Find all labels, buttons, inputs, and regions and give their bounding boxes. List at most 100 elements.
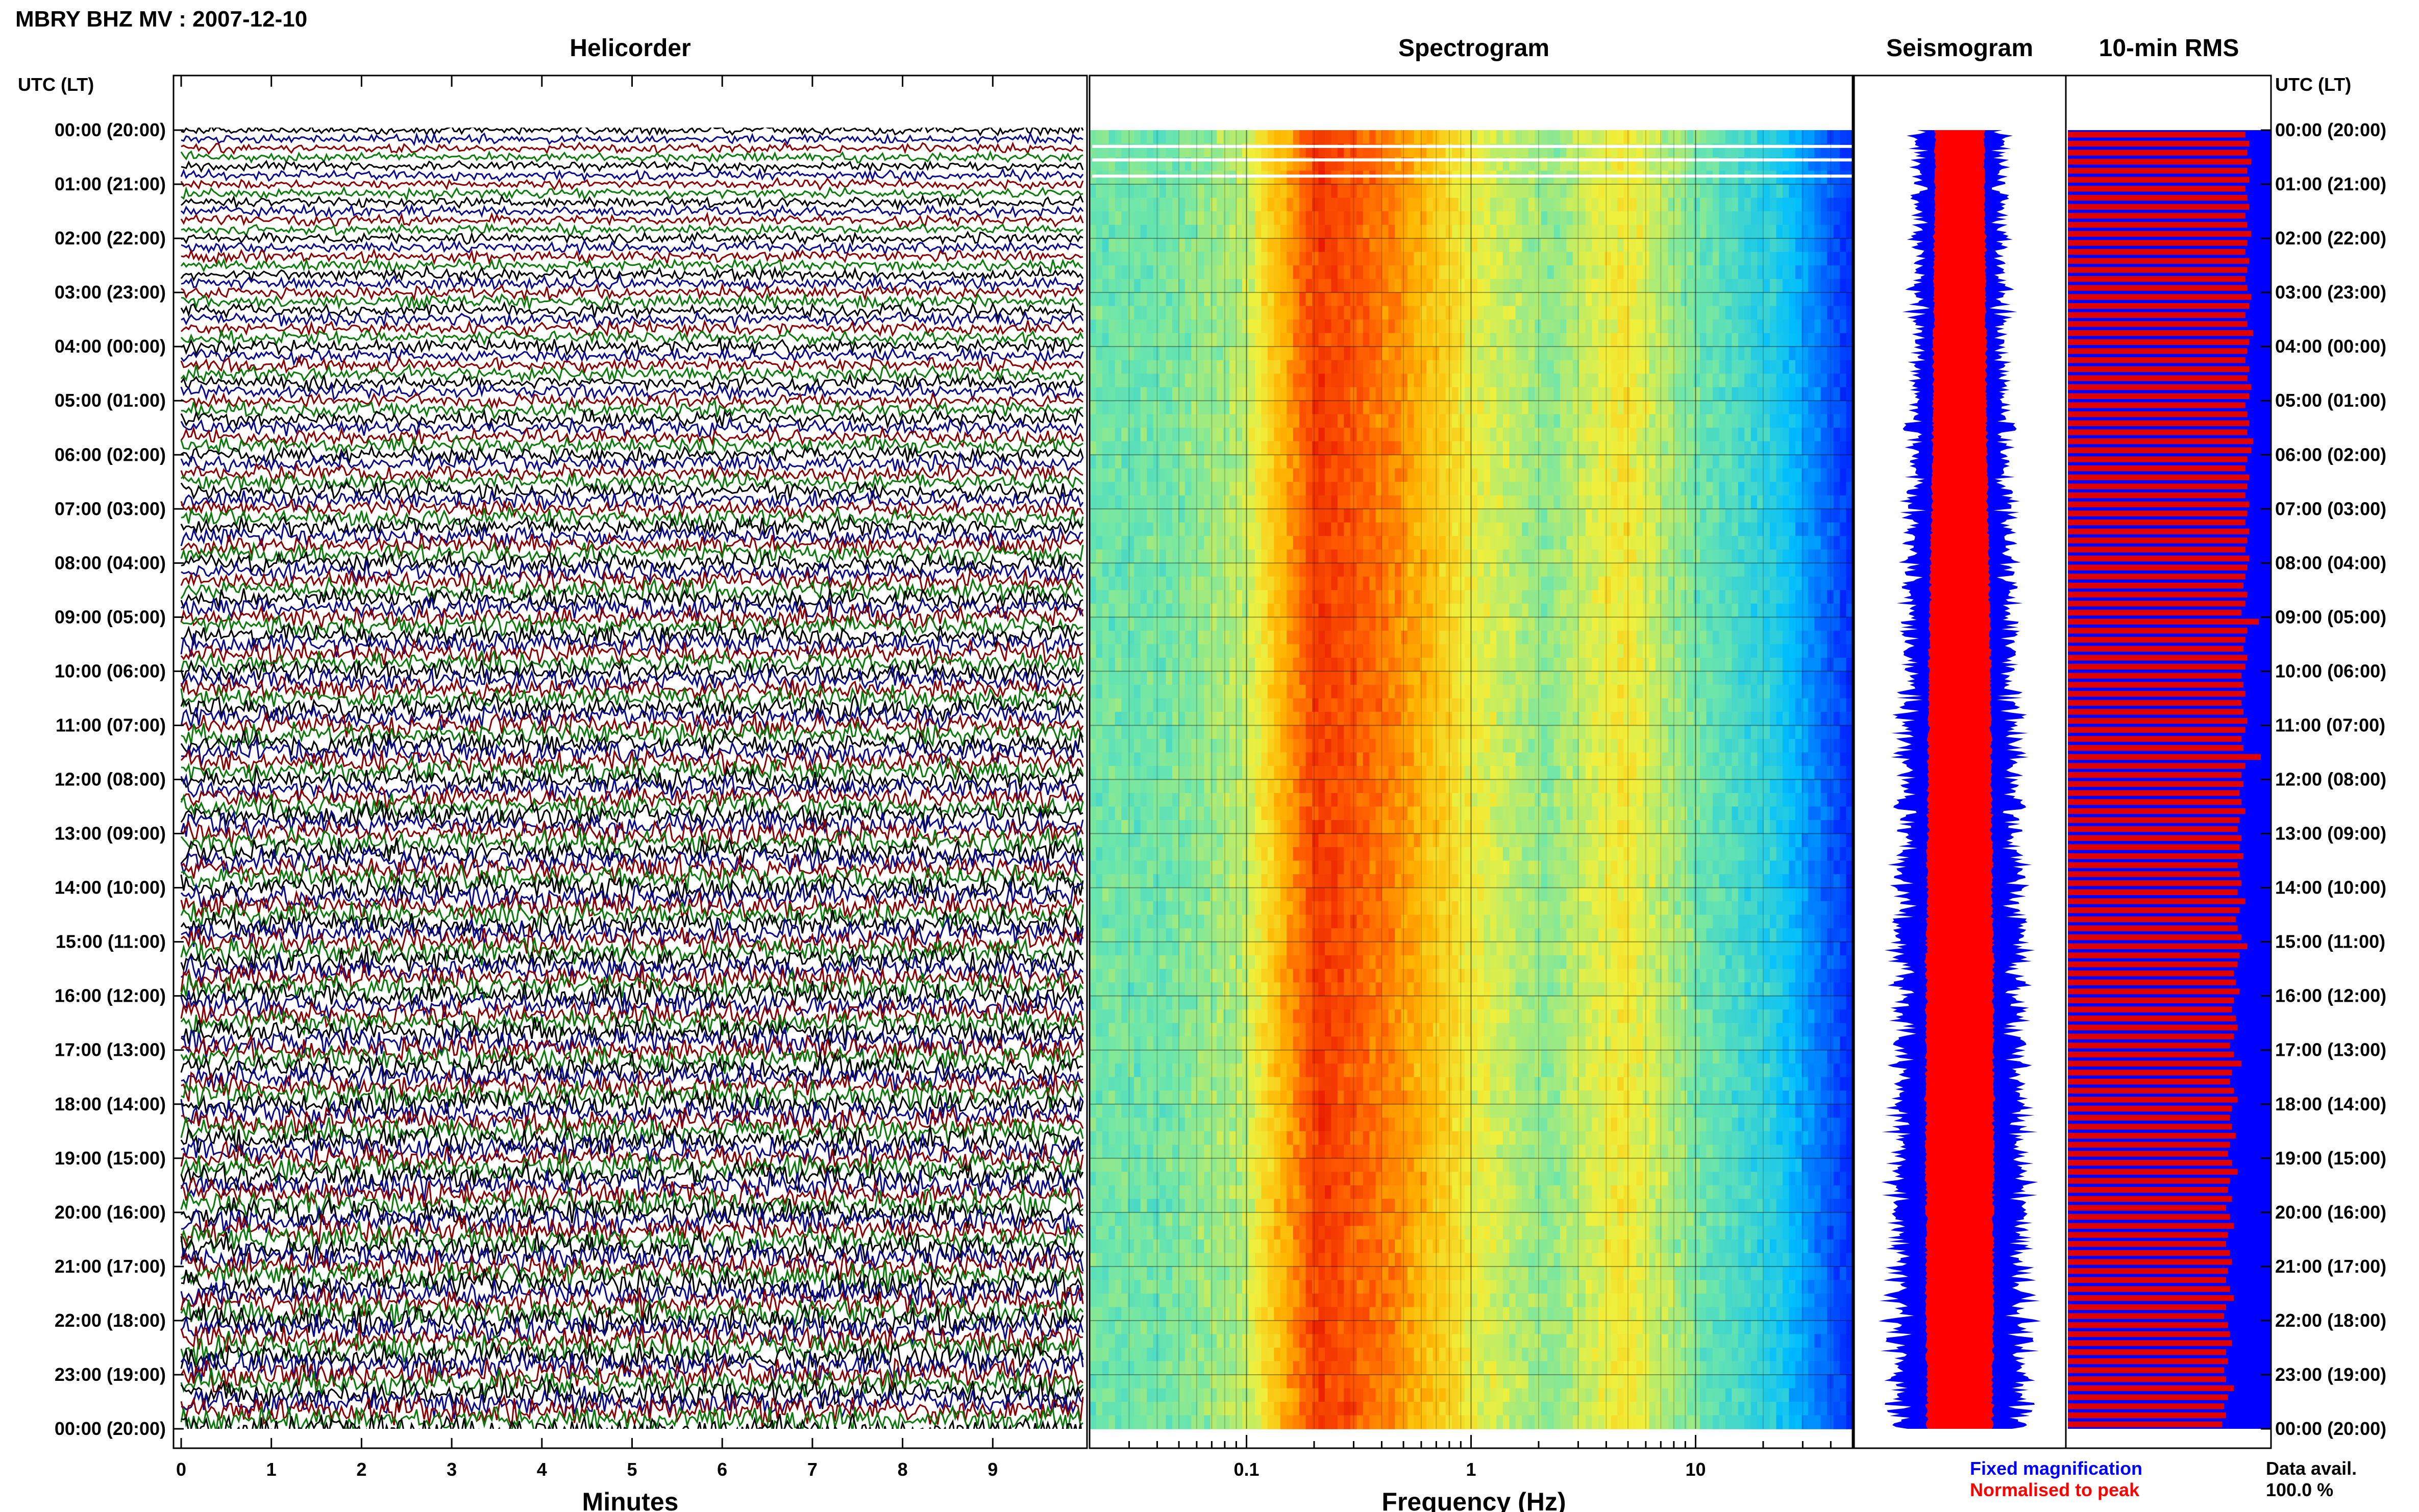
spectrogram-cell <box>1827 346 1834 361</box>
spectrogram-cell <box>1210 184 1217 199</box>
spectrogram-cell <box>1178 563 1186 577</box>
spectrogram-cell <box>1528 265 1535 280</box>
spectrogram-cell <box>1547 279 1554 293</box>
spectrogram-cell <box>1630 279 1637 293</box>
spectrogram-cell <box>1471 238 1478 253</box>
spectrogram-cell <box>1820 414 1828 428</box>
spectrogram-cell <box>1700 428 1707 442</box>
spectrogram-cell <box>1166 225 1173 239</box>
spectrogram-cell <box>1274 468 1281 483</box>
spectrogram-cell <box>1337 495 1345 510</box>
spectrogram-cell <box>1719 644 1726 658</box>
spectrogram-cell <box>1598 360 1605 374</box>
spectrogram-cell <box>1337 130 1345 144</box>
spectrogram-cell <box>1350 414 1357 428</box>
spectrogram-cell <box>1337 292 1345 307</box>
spectrogram-cell <box>1560 428 1567 442</box>
spectrogram-cell <box>1674 225 1682 239</box>
spectrogram-cell <box>1502 522 1510 537</box>
spectrogram-cell <box>1312 428 1319 442</box>
spectrogram-cell <box>1757 401 1764 415</box>
spectrogram-cell <box>1687 468 1694 483</box>
spectrogram-cell <box>1356 265 1364 280</box>
spectrogram-cell <box>1789 130 1796 144</box>
helicorder-trace <box>181 444 1084 466</box>
spectrogram-cell <box>1382 170 1389 185</box>
spectrogram-cell <box>1318 644 1325 658</box>
spectrogram-cell <box>1401 225 1408 239</box>
spectrogram-cell <box>1846 414 1853 428</box>
spectrogram-cell <box>1509 563 1516 577</box>
spectrogram-cell <box>1820 225 1828 239</box>
spectrogram-cell <box>1356 360 1364 374</box>
spectrogram-cell <box>1178 211 1186 226</box>
spectrogram-cell <box>1452 333 1459 347</box>
spectrogram-cell <box>1229 576 1237 591</box>
spectrogram-cell <box>1509 495 1516 510</box>
spectrogram-cell <box>1331 630 1338 645</box>
spectrogram-cell <box>1115 644 1122 658</box>
spectrogram-cell <box>1700 630 1707 645</box>
spectrogram-cell <box>1229 387 1237 401</box>
spectrogram-cell <box>1204 197 1211 212</box>
spectrogram-cell <box>1484 590 1491 604</box>
spectrogram-cell <box>1783 509 1790 523</box>
spectrogram-cell <box>1337 414 1345 428</box>
spectrogram-cell <box>1267 184 1275 199</box>
spectrogram-cell <box>1585 617 1593 631</box>
spectrogram-cell <box>1159 590 1167 604</box>
spectrogram-cell <box>1566 590 1573 604</box>
spectrogram-cell <box>1477 657 1485 672</box>
spectrogram-cell <box>1318 252 1325 266</box>
spectrogram-cell <box>1763 401 1770 415</box>
spectrogram-cell <box>1407 184 1415 199</box>
spectrogram-cell <box>1108 279 1116 293</box>
spectrogram-cell <box>1210 401 1217 415</box>
spectrogram-cell <box>1318 428 1325 442</box>
spectrogram-cell <box>1840 238 1847 253</box>
spectrogram-cell <box>1712 333 1720 347</box>
spectrogram-cell <box>1439 657 1446 672</box>
spectrogram-cell <box>1585 346 1593 361</box>
spectrogram-cell <box>1490 333 1497 347</box>
spectrogram-cell <box>1732 184 1739 199</box>
spectrogram-cell <box>1617 130 1624 144</box>
spectrogram-cell <box>1465 644 1472 658</box>
spectrogram-cell <box>1407 495 1415 510</box>
spectrogram-cell <box>1414 401 1421 415</box>
spectrogram-cell <box>1337 333 1345 347</box>
spectrogram-cell <box>1420 333 1427 347</box>
spectrogram-cell <box>1108 319 1116 334</box>
spectrogram-cell <box>1783 576 1790 591</box>
spectrogram-cell <box>1706 252 1713 266</box>
spectrogram-cell <box>1363 252 1370 266</box>
spectrogram-cell <box>1732 252 1739 266</box>
spectrogram-cell <box>1598 657 1605 672</box>
spectrogram-cell <box>1452 468 1459 483</box>
spectrogram-cell <box>1502 563 1510 577</box>
spectrogram-cell <box>1134 522 1141 537</box>
spectrogram-cell <box>1598 630 1605 645</box>
helicorder-x-tick-label: 5 <box>627 1459 637 1480</box>
spectrogram-cell <box>1134 197 1141 212</box>
spectrogram-cell <box>1331 455 1338 469</box>
spectrogram-cell <box>1293 563 1300 577</box>
spectrogram-cell <box>1776 576 1783 591</box>
spectrogram-cell <box>1592 509 1599 523</box>
spectrogram-cell <box>1267 360 1275 374</box>
spectrogram-cell <box>1484 603 1491 618</box>
spectrogram-cell <box>1395 576 1402 591</box>
spectrogram-cell <box>1490 617 1497 631</box>
spectrogram-cell <box>1305 563 1313 577</box>
spectrogram-cell <box>1369 197 1376 212</box>
spectrogram-cell <box>1502 603 1510 618</box>
spectrogram-cell <box>1305 576 1313 591</box>
spectrogram-cell <box>1096 130 1103 144</box>
spectrogram-cell <box>1197 225 1205 239</box>
spectrogram-cell <box>1267 401 1275 415</box>
spectrogram-cell <box>1605 563 1612 577</box>
spectrogram-cell <box>1465 455 1472 469</box>
spectrogram-cell <box>1382 455 1389 469</box>
spectrogram-cell <box>1439 265 1446 280</box>
spectrogram-cell <box>1642 387 1650 401</box>
